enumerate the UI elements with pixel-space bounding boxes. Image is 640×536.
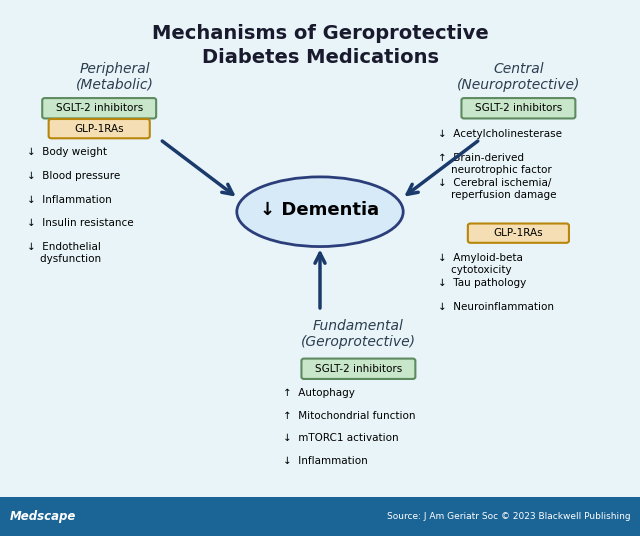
Text: SGLT-2 inhibitors: SGLT-2 inhibitors: [56, 103, 143, 113]
Text: Peripheral
(Metabolic): Peripheral (Metabolic): [76, 62, 154, 92]
Text: GLP-1RAs: GLP-1RAs: [74, 124, 124, 133]
Text: ↓  Acetylcholinesterase: ↓ Acetylcholinesterase: [438, 129, 563, 139]
Text: ↓  Body weight: ↓ Body weight: [27, 147, 107, 158]
Text: ↓  Tau pathology: ↓ Tau pathology: [438, 278, 527, 288]
FancyBboxPatch shape: [461, 98, 575, 118]
FancyBboxPatch shape: [49, 119, 150, 138]
Text: Fundamental
(Geroprotective): Fundamental (Geroprotective): [301, 319, 416, 349]
Text: Medscape: Medscape: [10, 510, 76, 523]
Text: ↓  Blood pressure: ↓ Blood pressure: [27, 171, 120, 181]
Text: Central
(Neuroprotective): Central (Neuroprotective): [457, 62, 580, 92]
Text: Mechanisms of Geroprotective
Diabetes Medications: Mechanisms of Geroprotective Diabetes Me…: [152, 24, 488, 66]
Text: ↓  Endothelial
    dysfunction: ↓ Endothelial dysfunction: [27, 242, 101, 264]
Text: Source: J Am Geriatr Soc © 2023 Blackwell Publishing: Source: J Am Geriatr Soc © 2023 Blackwel…: [387, 512, 630, 521]
Bar: [0, 497, 640, 536]
Text: ↓  Cerebral ischemia/
    reperfusion damage: ↓ Cerebral ischemia/ reperfusion damage: [438, 178, 557, 200]
FancyBboxPatch shape: [42, 98, 156, 118]
Text: SGLT-2 inhibitors: SGLT-2 inhibitors: [315, 364, 402, 374]
Text: ↓  Insulin resistance: ↓ Insulin resistance: [27, 218, 134, 228]
Text: ↑  Brain-derived
    neurotrophic factor: ↑ Brain-derived neurotrophic factor: [438, 153, 552, 175]
Text: ↓  Inflammation: ↓ Inflammation: [27, 195, 111, 205]
Text: ↑  Autophagy: ↑ Autophagy: [283, 388, 355, 398]
Text: ↓  Inflammation: ↓ Inflammation: [283, 456, 367, 466]
Ellipse shape: [237, 177, 403, 247]
Text: SGLT-2 inhibitors: SGLT-2 inhibitors: [475, 103, 562, 113]
Text: GLP-1RAs: GLP-1RAs: [493, 228, 543, 238]
Text: ↓  Amyloid-beta
    cytotoxicity: ↓ Amyloid-beta cytotoxicity: [438, 253, 524, 275]
FancyBboxPatch shape: [468, 224, 569, 243]
FancyBboxPatch shape: [301, 359, 415, 379]
Text: ↓ Dementia: ↓ Dementia: [260, 201, 380, 219]
Text: ↑  Mitochondrial function: ↑ Mitochondrial function: [283, 411, 415, 421]
Text: ↓  Neuroinflammation: ↓ Neuroinflammation: [438, 302, 554, 312]
Text: ↓  mTORC1 activation: ↓ mTORC1 activation: [283, 433, 399, 443]
